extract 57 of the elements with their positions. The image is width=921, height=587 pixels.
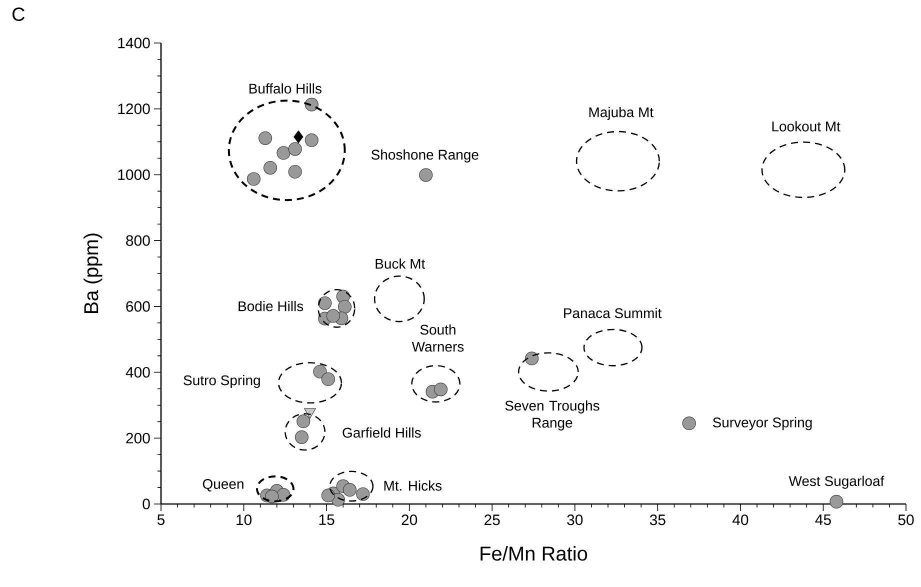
y-tick-label: 1200 [118, 104, 150, 114]
point [525, 352, 539, 366]
x-tick-label: 50 [898, 514, 914, 526]
x-tick-label: 5 [157, 514, 165, 525]
y-tick-label: 400 [126, 366, 150, 378]
annotation: Lookout Mt [772, 121, 840, 132]
point [321, 488, 336, 502]
x-tick-label: 20 [402, 514, 418, 526]
y-tick-label: 1000 [118, 169, 150, 180]
annotation: Buffalo Hills [249, 83, 322, 94]
annotation: Bodie Hills [238, 300, 304, 312]
point [294, 130, 304, 144]
point [830, 494, 844, 508]
point [276, 146, 290, 160]
text: C [12, 8, 25, 21]
annotation: Surveyor Spring [712, 417, 812, 430]
y-tick-label: 0 [142, 498, 150, 510]
point [682, 416, 696, 430]
annotation: Majuba Mt [589, 106, 654, 120]
y-tick-label: 200 [126, 432, 150, 444]
point [265, 490, 279, 504]
annotation: Panaca Summit [564, 308, 662, 318]
point [313, 364, 327, 378]
point [318, 296, 332, 310]
annotation: Mt. Hicks [384, 480, 442, 491]
x-tick-label: 30 [567, 514, 583, 526]
x-axis-title: Fe/Mn Ratio [480, 546, 588, 561]
annotation: Queen [202, 479, 244, 492]
point [304, 133, 318, 147]
x-tick-label: 45 [815, 514, 831, 525]
y-tick-label: 800 [126, 235, 150, 246]
annotation: Seven Troughs Range [505, 400, 600, 430]
point [263, 160, 278, 175]
x-tick-label: 10 [236, 514, 252, 526]
x-tick-label: 40 [732, 514, 748, 526]
point [258, 131, 272, 145]
annotation: Buck Mt [376, 258, 426, 269]
point [288, 142, 302, 156]
point [321, 372, 336, 386]
annotation: Shoshone Range [371, 149, 478, 162]
point [356, 487, 370, 501]
annotation: Sutro Spring [184, 374, 260, 388]
annotation: Garfield Hills [342, 427, 421, 438]
y-axis-title: Ba (ppm) [84, 234, 102, 313]
annotation: West Sugarloaf [788, 476, 884, 489]
point [296, 414, 310, 428]
point [419, 168, 433, 182]
y-tick-label: 1400 [118, 38, 150, 48]
x-tick-label: 35 [650, 514, 666, 526]
point [326, 309, 340, 323]
annotation: South Warners [412, 324, 464, 352]
x-tick-label: 25 [484, 514, 500, 526]
point [338, 300, 352, 314]
x-tick-label: 15 [319, 514, 334, 525]
y-tick-label: 600 [126, 301, 150, 312]
point [246, 172, 261, 186]
point [288, 164, 302, 179]
